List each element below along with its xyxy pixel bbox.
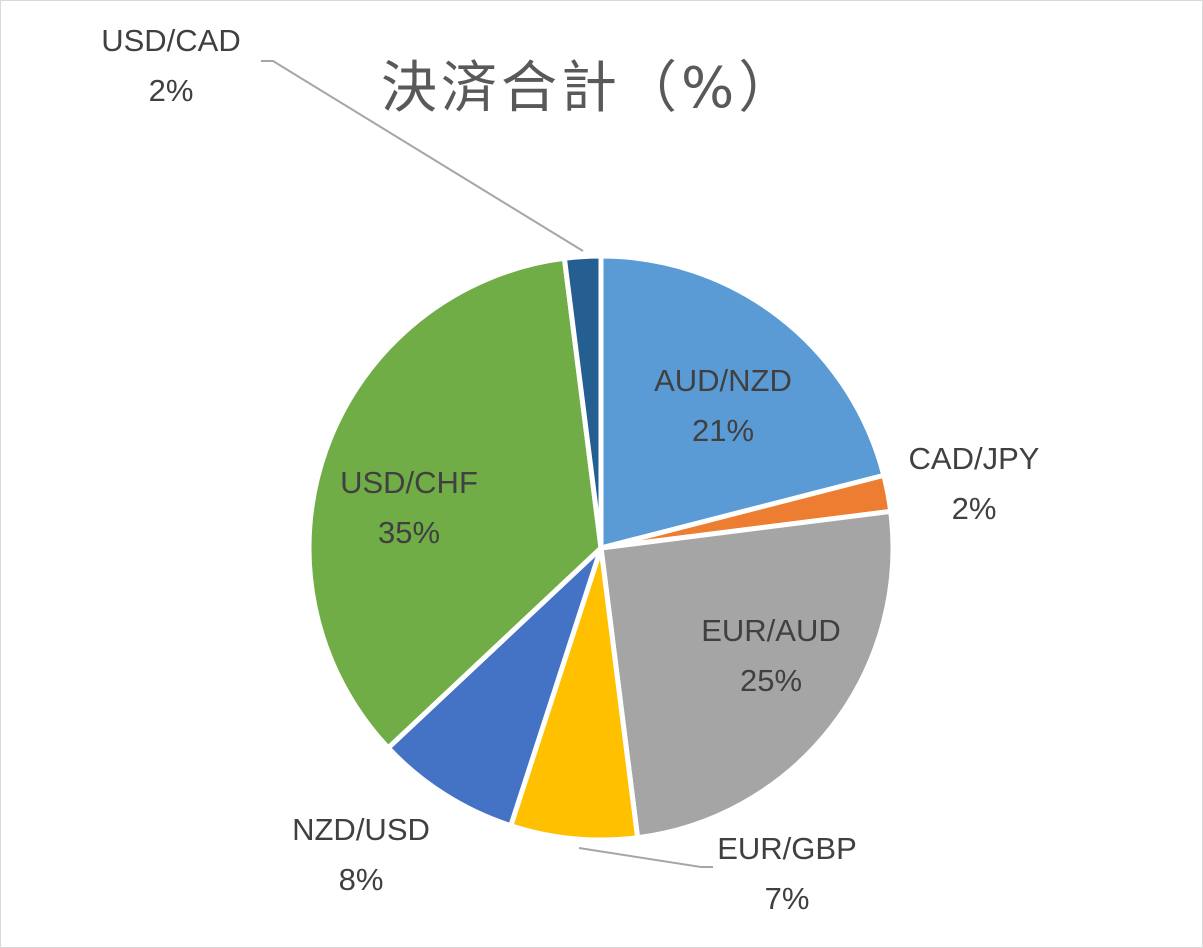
data-label-eur-aud: EUR/AUD 25%: [701, 613, 841, 698]
data-label-category: USD/CHF: [340, 465, 478, 500]
pie-slice-usd-cad: [561, 253, 604, 551]
data-label-category: NZD/USD: [292, 812, 430, 847]
data-label-value: 35%: [378, 515, 440, 550]
data-label-value: 8%: [339, 862, 384, 897]
data-label-category: EUR/GBP: [717, 831, 857, 866]
data-label-category: EUR/AUD: [701, 613, 841, 648]
pie-slice-usd-chf: [306, 255, 604, 751]
data-label-value: 25%: [740, 663, 802, 698]
leader-line-usd-cad: [261, 60, 584, 252]
pie-slice-aud-nzd: [598, 253, 887, 551]
chart-title: 決済合計（%）: [381, 56, 799, 121]
data-label-value: 7%: [765, 881, 810, 916]
data-label-value: 2%: [952, 491, 997, 526]
data-label-usd-chf: USD/CHF 35%: [340, 465, 478, 550]
data-label-eur-gbp: EUR/GBP 7%: [717, 831, 857, 916]
pie-slice-eur-aud: [598, 508, 896, 841]
data-label-usd-cad: USD/CAD 2%: [101, 23, 241, 108]
pie-slice-nzd-usd: [385, 545, 604, 829]
pie-slice-eur-gbp: [508, 545, 641, 843]
data-label-value: 21%: [692, 413, 754, 448]
leader-line-eur-gbp: [578, 847, 713, 868]
data-label-category: AUD/NZD: [654, 363, 792, 398]
data-label-aud-nzd: AUD/NZD 21%: [654, 363, 792, 448]
data-label-nzd-usd: NZD/USD 8%: [292, 812, 430, 897]
data-label-cad-jpy: CAD/JPY 2%: [909, 441, 1040, 526]
data-label-category: USD/CAD: [101, 23, 241, 58]
data-label-value: 2%: [149, 73, 194, 108]
data-label-category: CAD/JPY: [909, 441, 1040, 476]
